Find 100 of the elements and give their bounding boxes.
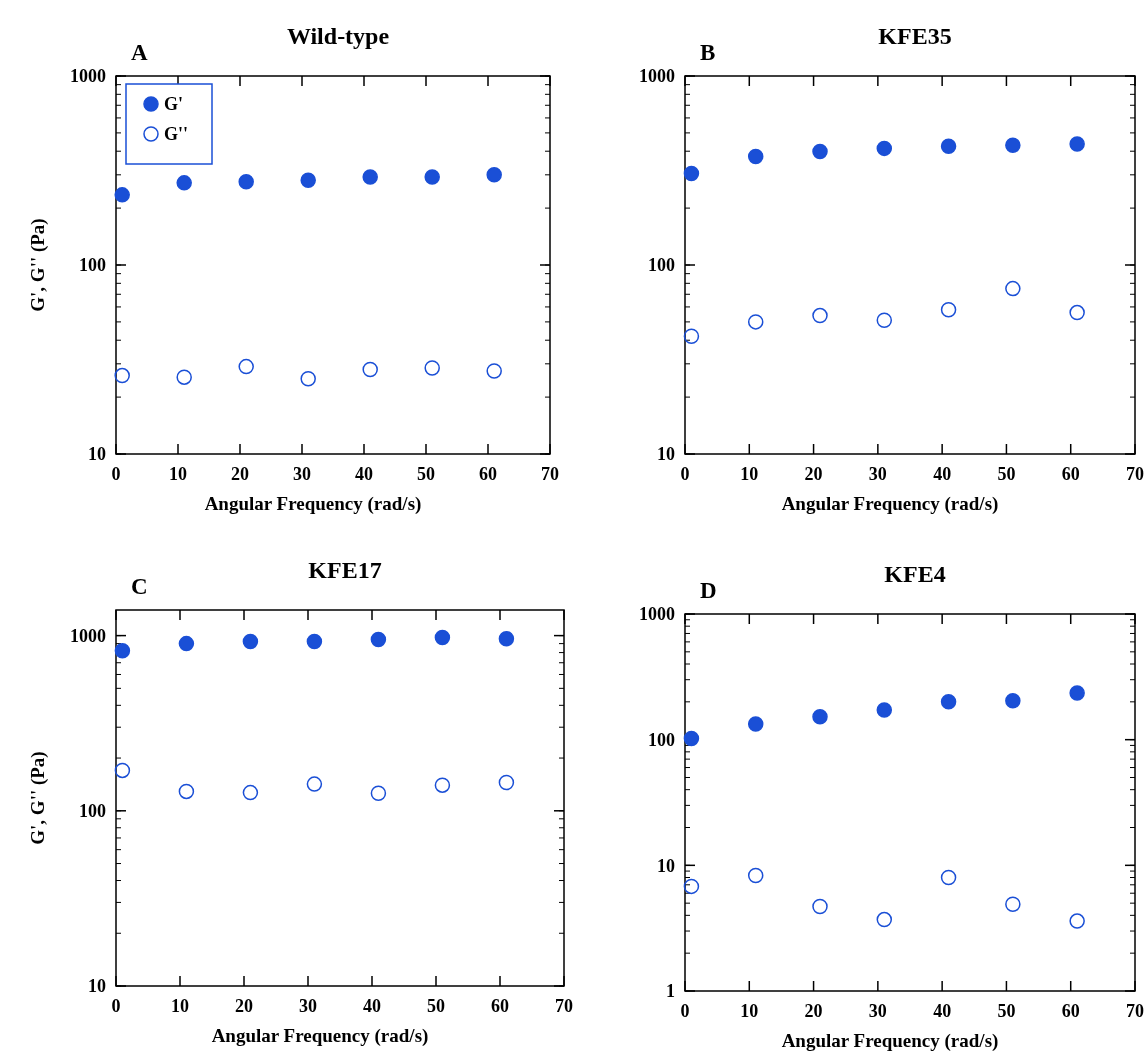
y-axis-title: G', G'' (Pa): [27, 751, 49, 845]
point: [434, 629, 451, 646]
point: [876, 702, 893, 718]
x-tick-label: 50: [997, 464, 1016, 484]
y-axis-title: G', G'' (Pa): [27, 218, 49, 312]
point: [238, 173, 254, 190]
point: [1005, 896, 1021, 912]
x-tick-label: 10: [169, 464, 187, 484]
point: [747, 314, 764, 330]
point: [362, 361, 378, 378]
point: [876, 312, 893, 329]
y-tick-label: 1000: [639, 604, 675, 625]
point: [812, 307, 828, 324]
point: [486, 363, 502, 379]
x-axis-title: Angular Frequency (rad/s): [211, 1025, 429, 1047]
point: [747, 148, 764, 165]
point: [114, 642, 131, 659]
point: [242, 784, 259, 801]
x-axis-title: Angular Frequency (rad/s): [781, 1030, 999, 1052]
x-tick-label: 10: [740, 1001, 759, 1021]
point: [300, 172, 316, 188]
point: [300, 371, 316, 387]
x-tick-label: 40: [355, 464, 373, 484]
point: [178, 783, 195, 800]
point: [876, 911, 893, 928]
text: B: [700, 40, 716, 65]
y-tick-label: 10: [657, 855, 675, 876]
point: [812, 143, 828, 160]
x-tick-label: 0: [680, 464, 690, 484]
x-tick-label: 60: [1061, 1001, 1080, 1021]
x-tick-label: 50: [417, 464, 435, 484]
chart-title: KFE35: [878, 23, 952, 49]
point: [178, 635, 195, 652]
point: [1005, 693, 1021, 709]
point: [370, 631, 387, 648]
point: [306, 633, 323, 650]
y-tick-label: 100: [79, 801, 106, 822]
x-tick-label: 0: [111, 996, 121, 1016]
point: [812, 709, 828, 725]
chart-title: KFE4: [884, 561, 946, 587]
point: [486, 167, 502, 183]
x-tick-label: 40: [933, 464, 952, 484]
point: [176, 175, 192, 191]
legend-label: G'': [164, 124, 189, 145]
point: [362, 169, 378, 185]
y-tick-label: 1: [666, 981, 675, 1002]
point: [1005, 280, 1021, 297]
y-tick-label: 100: [648, 255, 675, 276]
x-tick-label: 50: [997, 1001, 1016, 1021]
point: [424, 360, 440, 376]
x-tick-label: 10: [171, 996, 189, 1016]
x-tick-label: 20: [235, 996, 253, 1016]
point: [370, 785, 387, 801]
text: C: [131, 574, 148, 599]
point: [940, 694, 957, 710]
point: [1069, 913, 1085, 929]
x-tick-label: 60: [479, 464, 497, 484]
x-tick-label: 0: [680, 1001, 690, 1021]
x-tick-label: 30: [868, 464, 887, 484]
legend-label: G': [164, 94, 184, 115]
point: [1069, 685, 1085, 701]
y-tick-label: 10: [88, 444, 106, 465]
x-axis-title: Angular Frequency (rad/s): [781, 493, 999, 515]
point: [1005, 137, 1021, 154]
x-tick-label: 70: [1126, 1001, 1144, 1021]
text: A: [131, 40, 148, 65]
x-tick-label: 30: [868, 1001, 887, 1021]
x-tick-label: 20: [804, 464, 823, 484]
chart-title: KFE17: [308, 557, 382, 583]
point: [424, 169, 440, 185]
x-tick-label: 40: [933, 1001, 952, 1021]
point: [434, 777, 451, 793]
point: [1069, 136, 1085, 152]
x-tick-label: 70: [541, 464, 559, 484]
point: [812, 898, 828, 915]
point: [683, 878, 700, 895]
point: [498, 774, 515, 791]
point: [683, 165, 700, 182]
text: D: [700, 578, 717, 603]
point: [940, 301, 957, 318]
x-tick-label: 60: [1061, 464, 1080, 484]
x-axis-title: Angular Frequency (rad/s): [204, 493, 422, 515]
x-tick-label: 40: [363, 996, 381, 1016]
point: [876, 140, 893, 157]
y-tick-label: 100: [79, 255, 106, 276]
point: [114, 187, 130, 203]
y-tick-label: 1000: [70, 66, 106, 87]
point: [242, 633, 259, 650]
x-tick-label: 70: [555, 996, 573, 1016]
point: [683, 730, 700, 747]
y-tick-label: 1000: [70, 625, 106, 646]
x-tick-label: 20: [804, 1001, 823, 1021]
point: [1069, 304, 1085, 321]
point: [498, 630, 515, 647]
x-tick-label: 20: [231, 464, 249, 484]
point: [176, 369, 192, 385]
point: [238, 358, 254, 375]
point: [114, 367, 130, 384]
point: [306, 776, 323, 792]
y-tick-label: 10: [88, 976, 106, 997]
